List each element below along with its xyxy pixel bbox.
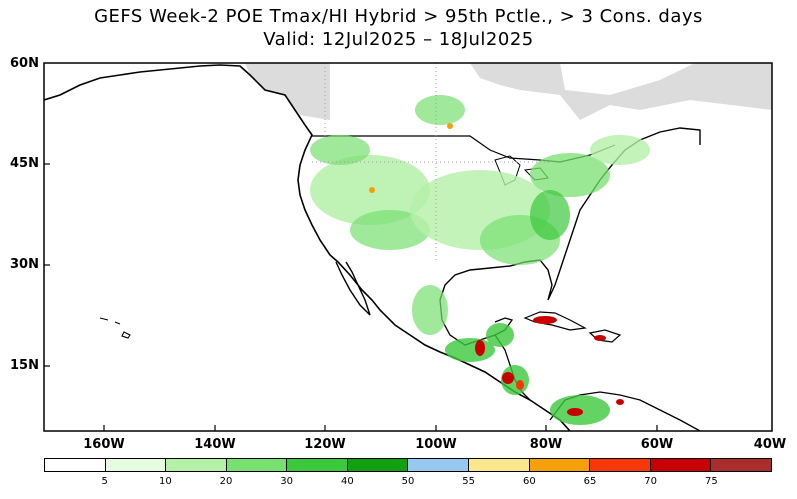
- legend-swatch: [590, 459, 651, 471]
- legend-swatch: [347, 459, 409, 471]
- lon-label-120w: 120W: [304, 437, 346, 452]
- legend-swatch: [529, 459, 591, 471]
- north-america-outline: [44, 64, 571, 431]
- legend-tick-label: 65: [583, 476, 597, 487]
- map-title: GEFS Week-2 POE Tmax/HI Hybrid > 95th Pc…: [94, 6, 703, 27]
- probability-shading: [310, 95, 650, 425]
- legend-swatch: [105, 459, 167, 471]
- legend-tick-label: 70: [644, 476, 658, 487]
- map-subtitle: Valid: 12Jul2025 – 18Jul2025: [263, 29, 534, 50]
- legend-swatch: [408, 459, 470, 471]
- hispaniola: [588, 329, 622, 343]
- legend-tick-label: 60: [522, 476, 536, 487]
- lat-label-15n: 15N: [10, 358, 39, 373]
- lon-label-100w: 100W: [415, 437, 457, 452]
- legend-swatch: [711, 459, 771, 471]
- hawaii: [99, 317, 131, 339]
- legend-swatch: [650, 459, 712, 471]
- high-probability-spots: [369, 123, 624, 416]
- baja-california: [335, 261, 371, 316]
- lon-label-80w: 80W: [529, 437, 563, 452]
- lon-label-140w: 140W: [194, 437, 236, 452]
- legend-tick-label: 40: [340, 476, 354, 487]
- lat-label-45n: 45N: [10, 156, 39, 171]
- legend-swatch: [226, 459, 288, 471]
- legend-tick-label: 55: [462, 476, 476, 487]
- legend-tick-label: 5: [101, 476, 108, 487]
- no-data-region-west: [245, 63, 330, 120]
- lat-label-30n: 30N: [10, 257, 39, 272]
- color-legend: [44, 458, 772, 472]
- no-data-region-east: [470, 63, 772, 120]
- legend-tick-label: 20: [219, 476, 233, 487]
- legend-tick-label: 75: [704, 476, 718, 487]
- lon-label-60w: 60W: [640, 437, 674, 452]
- grid-lines: [312, 63, 550, 260]
- lon-label-40w: 40W: [753, 437, 787, 452]
- lat-label-60n: 60N: [10, 56, 39, 71]
- legend-swatch: [287, 459, 348, 471]
- legend-swatch: [166, 459, 227, 471]
- map-frame: [43, 62, 773, 432]
- legend-tick-label: 50: [401, 476, 415, 487]
- legend-swatch: [469, 459, 530, 471]
- legend-swatch: [45, 459, 106, 471]
- axis-ticks: [44, 163, 658, 431]
- lon-label-160w: 160W: [83, 437, 125, 452]
- legend-tick-label: 30: [280, 476, 294, 487]
- legend-tick-label: 10: [158, 476, 172, 487]
